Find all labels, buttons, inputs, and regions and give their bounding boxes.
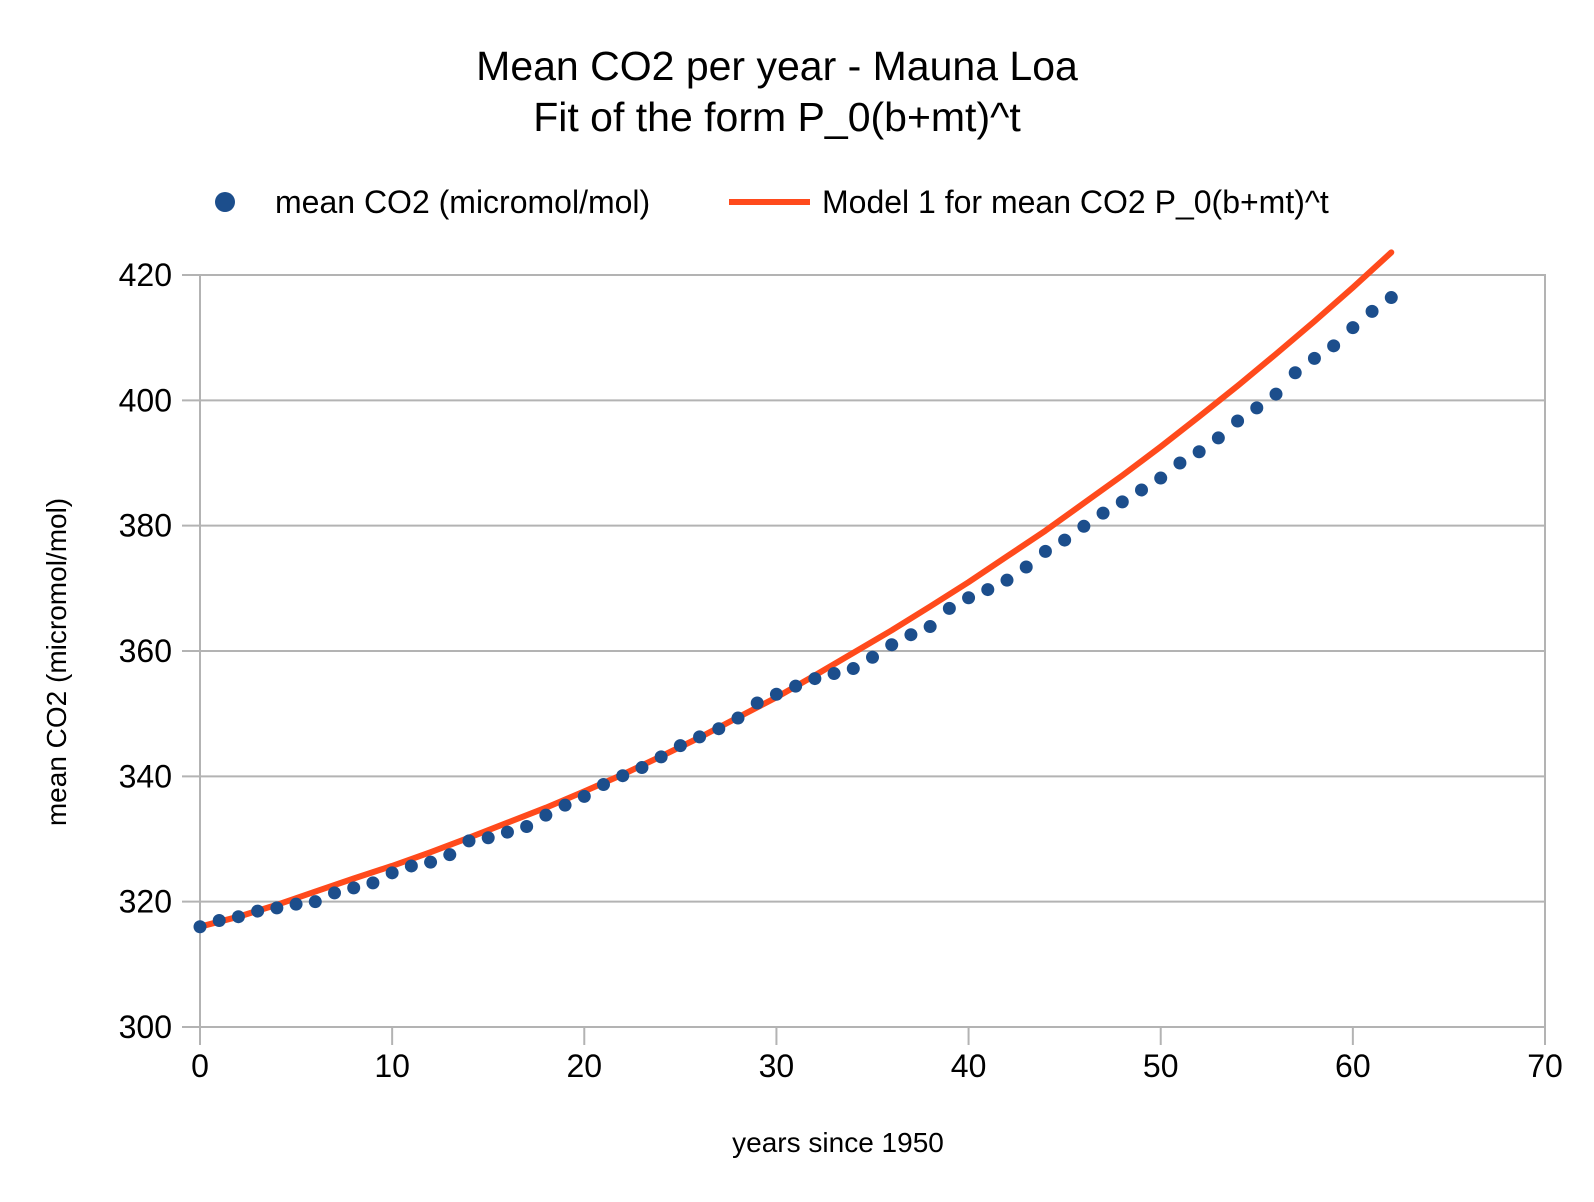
data-point	[1173, 456, 1187, 470]
chart-title: Mean CO2 per year - Mauna Loa	[476, 43, 1078, 89]
data-point	[193, 920, 207, 934]
data-point	[808, 672, 822, 686]
data-point	[1346, 321, 1360, 335]
y-tick-label: 320	[119, 884, 172, 920]
data-point	[789, 679, 803, 693]
data-point	[366, 876, 380, 890]
x-tick-label: 60	[1335, 1048, 1371, 1084]
y-tick-label: 300	[119, 1009, 172, 1045]
y-tick-label: 360	[119, 633, 172, 669]
data-point	[462, 834, 476, 848]
data-point	[577, 789, 591, 803]
data-point	[1038, 544, 1052, 558]
data-point	[1269, 387, 1283, 401]
data-point	[981, 583, 995, 597]
data-point	[1211, 431, 1225, 445]
data-point	[251, 904, 265, 918]
data-point	[289, 897, 303, 911]
data-point	[962, 591, 976, 605]
data-point	[500, 825, 514, 839]
data-point	[885, 638, 899, 652]
data-point	[731, 711, 745, 725]
data-point	[904, 628, 918, 642]
chart-subtitle: Fit of the form P_0(b+mt)^t	[533, 94, 1021, 140]
legend-marker-scatter	[215, 192, 235, 212]
data-point	[424, 855, 438, 869]
data-point	[866, 650, 879, 664]
data-point	[616, 769, 630, 783]
y-axis-ticks: 300 320 340 360 380 400 420	[119, 257, 200, 1045]
x-tick-label: 50	[1143, 1048, 1179, 1084]
data-point	[1250, 401, 1264, 415]
data-point	[693, 730, 707, 744]
data-point	[1154, 471, 1168, 485]
data-point	[750, 696, 764, 710]
series-scatter-points	[193, 291, 1398, 934]
x-tick-label: 30	[759, 1048, 795, 1084]
legend-label-scatter: mean CO2 (micromol/mol)	[275, 184, 650, 220]
y-tick-label: 420	[119, 257, 172, 293]
data-point	[481, 831, 495, 845]
data-point	[385, 866, 399, 880]
y-tick-label: 340	[119, 758, 172, 794]
legend-label-model: Model 1 for mean CO2 P_0(b+mt)^t	[822, 184, 1329, 220]
data-point	[1327, 339, 1341, 353]
data-point	[1058, 533, 1072, 547]
series-model-line	[197, 249, 1395, 930]
data-point	[1019, 560, 1033, 574]
data-point	[558, 798, 572, 812]
data-point	[769, 687, 783, 701]
data-point	[712, 722, 726, 736]
data-point	[1288, 366, 1302, 380]
x-tick-label: 40	[951, 1048, 987, 1084]
data-point	[654, 750, 668, 764]
data-point	[1000, 573, 1014, 587]
y-tick-label: 380	[119, 508, 172, 544]
data-point	[308, 895, 322, 909]
data-point	[270, 901, 284, 915]
x-axis-label: years since 1950	[732, 1127, 944, 1158]
x-tick-label: 10	[374, 1048, 410, 1084]
data-point	[231, 910, 245, 924]
data-point	[539, 808, 553, 822]
data-point	[673, 739, 687, 753]
data-point	[404, 859, 418, 873]
data-point	[923, 620, 937, 634]
data-point	[1096, 506, 1110, 520]
data-point	[1365, 304, 1379, 318]
data-point	[597, 777, 610, 791]
data-point	[1077, 519, 1091, 533]
x-tick-label: 70	[1527, 1048, 1563, 1084]
data-point	[846, 662, 860, 676]
data-point	[520, 819, 534, 833]
x-axis-ticks: 0 10 20 30 40 50 60 70	[191, 1027, 1563, 1084]
data-point	[1384, 291, 1398, 305]
x-tick-label: 0	[191, 1048, 209, 1084]
chart-titles: Mean CO2 per year - Mauna Loa Fit of the…	[476, 43, 1078, 140]
data-point	[1231, 414, 1245, 428]
data-point	[1135, 483, 1148, 497]
data-point	[1115, 495, 1129, 509]
data-point	[328, 886, 341, 900]
data-point	[1307, 351, 1321, 365]
data-point	[827, 667, 841, 681]
data-point	[443, 848, 457, 862]
y-tick-label: 400	[119, 382, 172, 418]
data-point	[1192, 445, 1206, 459]
data-point	[347, 881, 361, 895]
y-axis-label: mean CO2 (micromol/mol)	[41, 498, 72, 826]
data-point	[212, 913, 226, 927]
legend: mean CO2 (micromol/mol) Model 1 for mean…	[215, 184, 1329, 220]
data-point	[942, 601, 956, 615]
x-tick-label: 20	[566, 1048, 602, 1084]
data-point	[635, 761, 649, 775]
